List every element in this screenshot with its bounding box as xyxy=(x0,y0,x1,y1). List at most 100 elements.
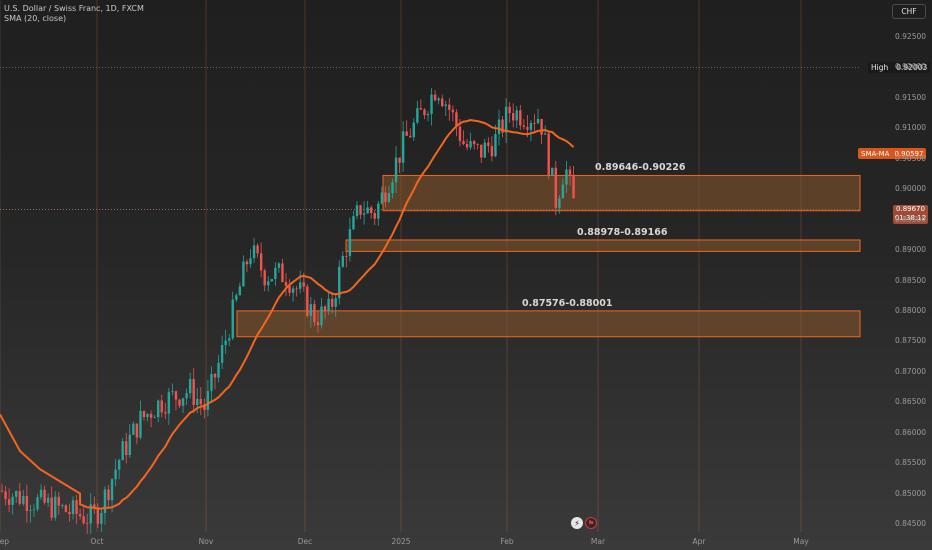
time-tick-label: Mar xyxy=(590,537,606,546)
candle-body xyxy=(345,255,348,257)
candle-body xyxy=(245,261,249,265)
currency-button[interactable]: CHF xyxy=(892,4,926,19)
candle-body xyxy=(153,417,156,418)
candle-body xyxy=(36,497,39,510)
candle-body xyxy=(284,281,288,286)
high-value: 0.92003 xyxy=(896,63,928,72)
candle-body xyxy=(139,411,142,438)
candle-body xyxy=(46,497,50,503)
candle-body xyxy=(572,174,575,199)
candle-body xyxy=(22,495,25,504)
candle-body xyxy=(39,489,43,498)
candle-body xyxy=(533,123,536,124)
price-tick-label: 0.91500 xyxy=(895,92,927,102)
candle-body xyxy=(476,144,479,145)
candle-body xyxy=(441,98,444,107)
candle-body xyxy=(306,286,309,316)
candle-body xyxy=(54,496,57,518)
candle-body xyxy=(462,140,465,145)
candle-body xyxy=(448,104,451,110)
symbol-title[interactable]: U.S. Dollar / Swiss Franc, 1D, FXCM xyxy=(4,4,144,13)
flag-icon[interactable]: ⚑ xyxy=(585,517,597,529)
candle-body xyxy=(171,391,174,393)
candle-body xyxy=(93,504,96,508)
high-marker: High 0.92003 xyxy=(868,62,931,73)
candle-body xyxy=(121,441,124,461)
candle-body xyxy=(188,379,192,394)
sma-tag-label: SMA-MA xyxy=(861,149,890,158)
candle-body xyxy=(192,379,195,405)
candle-body xyxy=(391,182,394,194)
candle-body xyxy=(4,491,7,500)
zone-rect-1 xyxy=(382,174,861,212)
candle-body xyxy=(547,133,550,176)
candle-body xyxy=(565,169,568,185)
chart-legend: U.S. Dollar / Swiss Franc, 1D, FXCM SMA … xyxy=(4,4,144,24)
candle-body xyxy=(11,496,14,505)
candle-body xyxy=(483,142,486,158)
candle-body xyxy=(291,288,295,293)
indicator-label[interactable]: SMA (20, close) xyxy=(4,14,67,23)
candle-body xyxy=(323,306,327,311)
candle-body xyxy=(114,469,117,480)
candle-body xyxy=(437,98,440,101)
candle-body xyxy=(78,513,82,517)
candle-body xyxy=(252,245,256,259)
zone-label-1: 0.89646-0.90226 xyxy=(595,162,686,173)
price-tick-label: 0.89500 xyxy=(895,214,927,224)
candle-body xyxy=(160,400,163,413)
candle-body xyxy=(64,505,68,512)
candle-body xyxy=(270,279,273,282)
candle-body xyxy=(469,141,472,148)
candle-body xyxy=(263,270,266,286)
candle-body xyxy=(100,512,103,524)
candle-body xyxy=(149,413,153,418)
candle-body xyxy=(487,142,490,146)
candle-body xyxy=(235,295,238,300)
time-tick-label: Nov xyxy=(198,537,214,546)
candle-body xyxy=(458,126,462,141)
sma-tag: SMA-MA 0.90597 xyxy=(858,148,927,159)
candle-body xyxy=(526,126,529,130)
candle-body xyxy=(384,192,387,202)
price-tick-label: 0.92000 xyxy=(895,62,927,72)
candle-body xyxy=(178,399,181,406)
price-tick-label: 0.85500 xyxy=(895,458,927,468)
candle-body xyxy=(15,491,18,497)
candle-body xyxy=(444,104,447,107)
candle-body xyxy=(313,304,316,323)
candle-body xyxy=(412,122,415,138)
candle-body xyxy=(330,298,334,307)
candle-body xyxy=(497,119,501,135)
candle-body xyxy=(377,203,380,219)
candle-body xyxy=(501,119,504,133)
candle-body xyxy=(7,499,11,505)
candle-body xyxy=(96,507,100,524)
candle-body xyxy=(277,263,281,268)
candle-body xyxy=(43,489,46,503)
candle-body xyxy=(157,400,160,418)
candle-body xyxy=(75,500,78,514)
candle-body xyxy=(217,362,220,378)
candle-body xyxy=(57,496,60,506)
candle-body xyxy=(302,282,305,287)
candle-body xyxy=(401,131,405,163)
candle-body xyxy=(18,491,21,504)
candle-body xyxy=(387,193,391,202)
candle-body xyxy=(210,373,213,392)
candle-body xyxy=(213,373,217,378)
lightning-icon[interactable]: ⚡ xyxy=(571,517,583,529)
candle-body xyxy=(267,281,270,286)
candle-body xyxy=(228,338,231,341)
candle-body xyxy=(341,255,344,267)
candle-body xyxy=(348,229,352,257)
candle-body xyxy=(238,286,242,296)
candle-body xyxy=(110,479,114,501)
candle-body xyxy=(543,133,547,135)
candle-body xyxy=(515,110,518,121)
candle-body xyxy=(242,261,245,287)
chart-toolbar-icons: ⚡ ⚑ xyxy=(571,517,597,529)
candle-body xyxy=(362,213,366,215)
